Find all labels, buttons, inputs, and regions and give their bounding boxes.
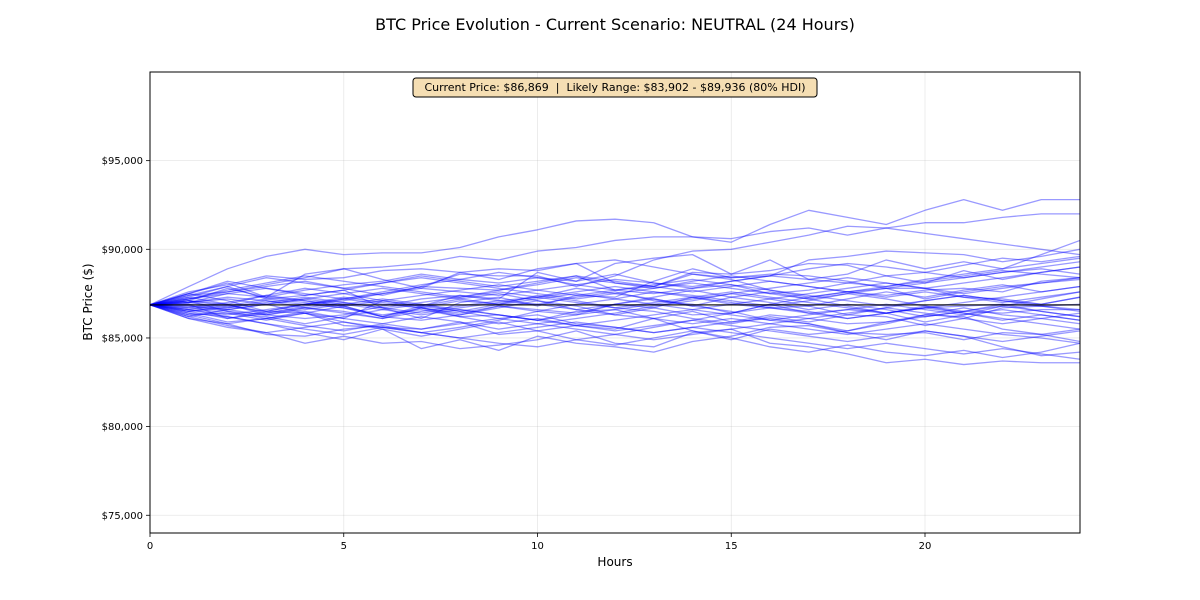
simulation-path [149, 266, 1081, 321]
simulation-paths [149, 199, 1081, 366]
plot-area [150, 72, 1080, 533]
simulation-path [149, 304, 1081, 341]
y-tick-label: $80,000 [102, 422, 143, 433]
simulation-path [149, 199, 1080, 306]
grid [149, 72, 1080, 533]
x-tick-label: 20 [919, 541, 932, 552]
annotation-background [412, 77, 818, 98]
x-axis-label: Hours [597, 555, 632, 569]
simulation-path [149, 304, 1081, 348]
simulation-path [149, 227, 1081, 306]
chart-title: BTC Price Evolution - Current Scenario: … [375, 15, 855, 34]
x-tick-label: 15 [725, 541, 738, 552]
x-axis-ticks: 0 5 10 15 20 [147, 533, 932, 552]
y-tick-label: $90,000 [102, 245, 143, 256]
simulation-path [149, 287, 1081, 314]
simulation-path [149, 300, 1081, 341]
simulation-path [149, 303, 1081, 359]
simulation-path [149, 298, 1081, 327]
simulation-path [149, 273, 1081, 306]
simulation-path [149, 284, 1081, 332]
simulation-path [149, 278, 1081, 313]
simulation-path [149, 259, 1081, 306]
x-tick-label: 5 [341, 541, 347, 552]
simulation-path [149, 255, 1081, 306]
simulation-path [149, 268, 1081, 306]
x-tick-label: 0 [147, 541, 153, 552]
annotation-box: Current Price: $86,869 | Likely Range: $… [412, 77, 818, 98]
y-axis-ticks: $75,000 $80,000 $85,000 $90,000 $95,000 [102, 156, 150, 522]
simulation-path [149, 261, 1081, 306]
simulation-path [149, 296, 1081, 327]
simulation-path [149, 257, 1081, 306]
simulation-path [149, 287, 1081, 323]
simulation-path [149, 300, 1081, 344]
simulation-path [149, 277, 1081, 311]
y-tick-label: $75,000 [102, 511, 143, 522]
simulation-path [149, 275, 1081, 306]
simulation-path [149, 298, 1081, 332]
simulation-path [149, 285, 1081, 330]
simulation-path [149, 239, 1081, 306]
x-tick-label: 10 [531, 541, 544, 552]
simulation-path [149, 285, 1081, 314]
simulation-path [149, 304, 1080, 366]
y-axis-label: BTC Price ($) [81, 263, 95, 340]
simulation-path [149, 304, 1081, 357]
simulation-path [149, 294, 1081, 325]
simulation-path [149, 253, 1081, 320]
annotation-text: Current Price: $86,869 | Likely Range: $… [424, 81, 805, 94]
plot-frame [149, 71, 1081, 534]
simulation-path [149, 304, 1081, 360]
y-tick-label: $85,000 [102, 333, 143, 344]
simulation-path [149, 248, 1081, 320]
simulation-path [149, 304, 1081, 343]
y-tick-label: $95,000 [102, 156, 143, 167]
